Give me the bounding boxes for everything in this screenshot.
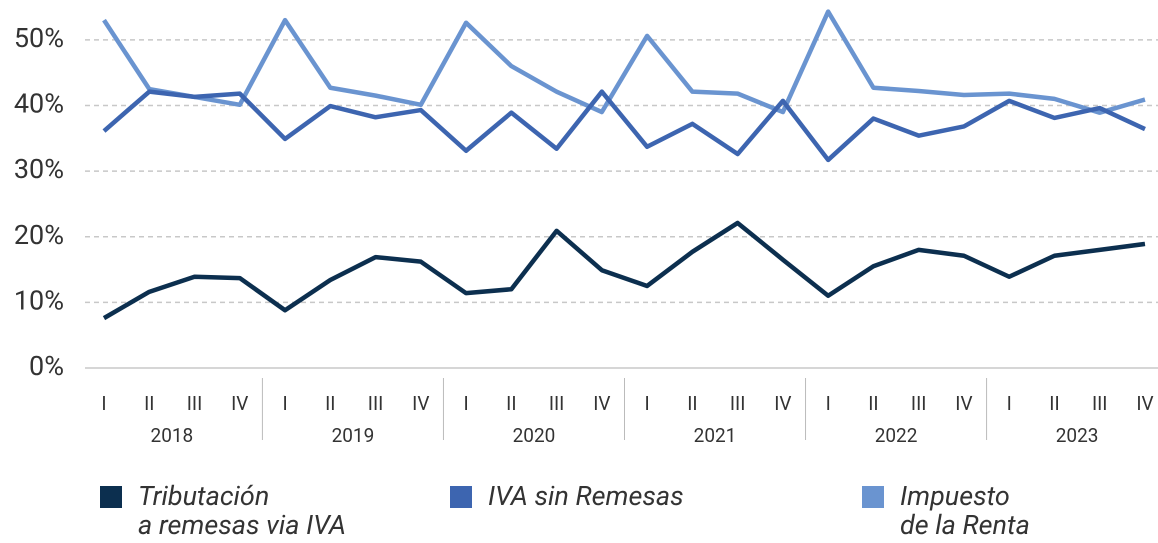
legend-item: Impuesto de la Renta — [862, 482, 1030, 540]
legend-swatch — [100, 486, 122, 508]
x-tick-label: II — [325, 392, 335, 415]
x-tick-label: III — [1092, 392, 1108, 415]
legend-swatch — [450, 486, 472, 508]
x-tick-label: III — [187, 392, 203, 415]
x-tick-label: III — [911, 392, 927, 415]
year-label: 2020 — [513, 424, 556, 447]
x-tick-label: III — [368, 392, 384, 415]
x-tick-label: IV — [1136, 392, 1153, 415]
x-tick-label: IV — [593, 392, 610, 415]
x-tick-label: III — [730, 392, 746, 415]
y-tick-label: 20% — [14, 219, 64, 251]
x-tick-label: I — [282, 392, 287, 415]
x-tick-label: IV — [231, 392, 248, 415]
y-tick-label: 40% — [14, 88, 64, 120]
x-tick-label: IV — [412, 392, 429, 415]
series-line — [102, 89, 1146, 163]
year-label: 2018 — [151, 424, 194, 447]
year-label: 2019 — [332, 424, 375, 447]
series-line — [102, 220, 1146, 321]
y-tick-label: 50% — [14, 22, 64, 54]
year-label: 2022 — [875, 424, 918, 447]
x-tick-label: I — [463, 392, 468, 415]
x-tick-label: I — [1007, 392, 1012, 415]
year-label: 2023 — [1056, 424, 1099, 447]
legend-item: Tributación a remesas via IVA — [100, 482, 346, 540]
x-tick-label: I — [101, 392, 106, 415]
x-tick-label: II — [506, 392, 516, 415]
x-tick-label: III — [549, 392, 565, 415]
legend-label: Tributación a remesas via IVA — [138, 480, 346, 541]
plot: 0%10%20%30%40%50%I II III IV I II III IV I II III I… — [14, 9, 1158, 447]
x-tick-label: IV — [955, 392, 972, 415]
x-tick-label: IV — [774, 392, 791, 415]
x-tick-label: I — [645, 392, 650, 415]
legend-label: Impuesto de la Renta — [900, 480, 1030, 541]
year-label: 2021 — [694, 424, 737, 447]
x-tick-label: II — [1049, 392, 1059, 415]
legend-label: IVA sin Remesas — [488, 480, 684, 512]
y-tick-label: 10% — [14, 284, 64, 316]
y-tick-label: 30% — [14, 153, 64, 185]
x-tick-label: II — [687, 392, 697, 415]
x-tick-label: I — [826, 392, 831, 415]
y-tick-label: 0% — [29, 350, 64, 382]
x-tick-label: II — [868, 392, 878, 415]
legend-swatch — [862, 486, 884, 508]
series-line — [102, 9, 1146, 115]
x-tick-label: II — [144, 392, 154, 415]
legend-item: IVA sin Remesas — [450, 482, 684, 511]
